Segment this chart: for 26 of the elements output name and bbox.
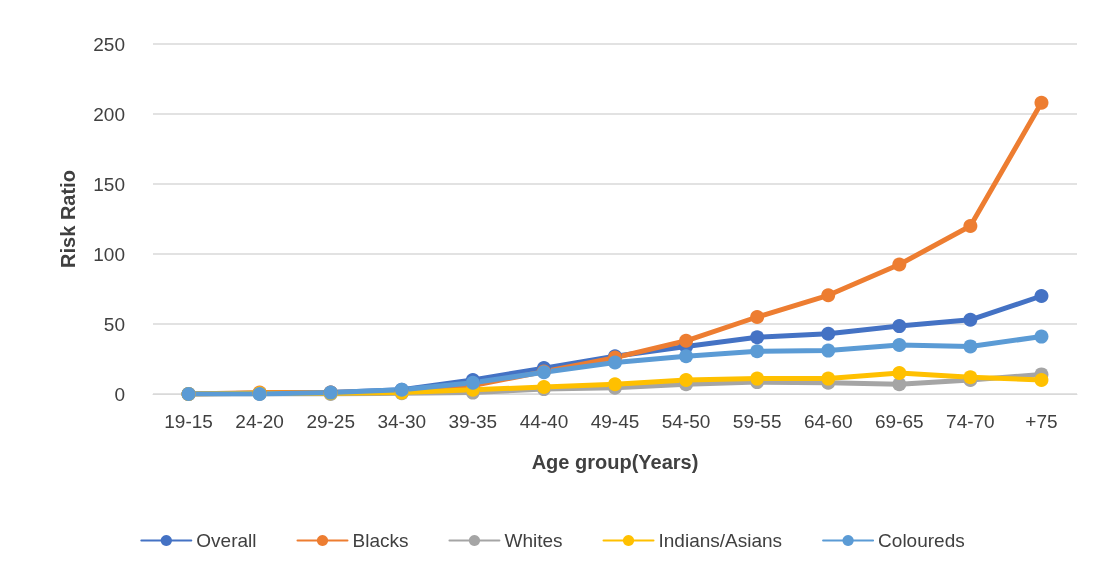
- x-tick-label: 39-35: [448, 411, 498, 432]
- y-tick-label: 100: [93, 243, 125, 265]
- legend-label: Blacks: [352, 530, 409, 551]
- legend-label: Indians/Asians: [658, 530, 783, 551]
- x-tick-label: 19-15: [164, 411, 213, 432]
- y-tick-label: 150: [93, 173, 125, 195]
- legend-label: Overall: [196, 530, 257, 551]
- x-tick-label: 74-70: [946, 411, 995, 432]
- x-tick-label: 34-30: [377, 411, 427, 432]
- legend-label: Coloureds: [878, 530, 965, 551]
- y-tick-label: 250: [93, 33, 125, 55]
- y-axis-title: Risk Ratio: [57, 170, 79, 268]
- x-tick-label: +75: [1025, 411, 1058, 432]
- x-tick-label: 54-50: [661, 411, 711, 432]
- x-tick-label: 29-25: [306, 411, 355, 432]
- y-tick-label: 200: [93, 103, 125, 125]
- x-tick-label: 69-65: [875, 411, 924, 432]
- x-tick-label: 59-55: [732, 411, 782, 432]
- legend-label: Whites: [504, 530, 563, 551]
- y-tick-label: 0: [114, 383, 125, 405]
- x-axis-title: Age group(Years): [531, 451, 699, 473]
- y-tick-label: 50: [103, 313, 125, 335]
- x-tick-label: 44-40: [519, 411, 569, 432]
- x-tick-label: 24-20: [235, 411, 284, 432]
- x-tick-label: 49-45: [590, 411, 640, 432]
- x-tick-label: 64-60: [803, 411, 853, 432]
